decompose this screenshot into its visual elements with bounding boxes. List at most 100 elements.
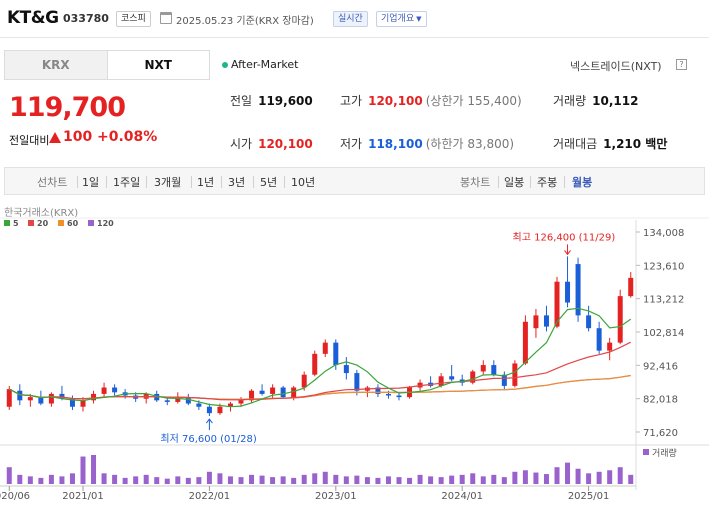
period-10y[interactable]: 10년 xyxy=(291,176,316,189)
legend-label: 120 xyxy=(97,219,114,228)
volume-bar xyxy=(17,474,23,484)
volume-bar xyxy=(480,476,486,484)
candle-body xyxy=(491,365,497,375)
candle-body xyxy=(206,406,212,414)
after-market-dot-icon xyxy=(222,62,228,68)
volume-bar xyxy=(112,474,118,484)
stock-name: KT&G xyxy=(7,8,59,28)
x-tick-label: 2020/06 xyxy=(0,491,30,502)
candle-body xyxy=(175,397,181,402)
nextrade-link[interactable]: 넥스트레이드(NXT) xyxy=(570,60,662,73)
volume-bar xyxy=(238,477,244,484)
company-info-dropdown[interactable]: 기업개요 ▼ xyxy=(376,11,427,27)
volume-bar xyxy=(291,477,297,484)
base-date: 2025.05.23 기준(KRX 장마감) xyxy=(176,16,314,27)
period-1d[interactable]: 1일 xyxy=(82,176,100,189)
candle-monthly[interactable]: 월봉 xyxy=(572,176,593,189)
period-1w[interactable]: 1주일 xyxy=(113,176,141,189)
y-tick-label: 102,814 xyxy=(643,328,684,339)
candle-body xyxy=(396,395,402,398)
after-market-label: After-Market xyxy=(231,58,299,71)
tab-krx[interactable]: KRX xyxy=(5,51,108,79)
candle-body xyxy=(185,397,191,404)
chevron-down-icon: ▼ xyxy=(416,15,422,23)
candle-body xyxy=(438,376,444,386)
up-triangle-icon xyxy=(49,132,61,143)
x-tick-label: 2024/01 xyxy=(441,491,483,502)
volume-legend-label: 거래량 xyxy=(652,447,677,459)
volume-bar xyxy=(438,477,444,484)
period-3m[interactable]: 3개월 xyxy=(154,176,182,189)
change-label: 전일대비 xyxy=(9,134,50,147)
candle-body xyxy=(354,373,360,391)
x-tick-label: 2023/01 xyxy=(315,491,357,502)
volume-value: 10,112 xyxy=(592,94,639,108)
candle-body xyxy=(343,365,349,374)
candle-daily[interactable]: 일봉 xyxy=(504,176,525,189)
candle-body xyxy=(596,328,602,351)
stock-chart[interactable]: 한국거래소(KRX) 5 20 60 120 134,008 123,610 113,212 1… xyxy=(0,200,709,532)
candle-body xyxy=(385,393,391,396)
legend-label: 20 xyxy=(37,219,49,228)
volume-bar xyxy=(133,476,139,484)
volume-bar xyxy=(301,474,307,484)
volume-bar xyxy=(312,473,318,484)
legend-swatch xyxy=(88,220,94,226)
line-chart-button[interactable]: 선차트 xyxy=(37,176,68,189)
volume-bar xyxy=(565,462,571,484)
volume-bar xyxy=(59,476,65,484)
candle-body xyxy=(238,400,244,404)
y-tick-label: 71,620 xyxy=(643,428,678,439)
up-arrow-icon xyxy=(206,418,213,424)
volume-bar xyxy=(586,473,592,484)
volume-bar xyxy=(533,472,539,484)
y-tick-label: 113,212 xyxy=(643,295,684,306)
period-5y[interactable]: 5년 xyxy=(260,176,278,189)
volume-bar xyxy=(206,471,212,484)
y-tick-label: 92,416 xyxy=(643,361,678,372)
volume-bar xyxy=(91,455,97,484)
candle-weekly[interactable]: 주봉 xyxy=(537,176,558,189)
high-label: 고가 xyxy=(340,94,363,108)
quote-volume: 거래량 10,112 xyxy=(553,92,638,109)
stock-code: 033780 xyxy=(63,12,109,25)
amount-label: 거래대금 xyxy=(553,137,598,151)
volume-bar xyxy=(217,473,223,484)
candle-body xyxy=(270,387,276,394)
volume-bar xyxy=(343,476,349,484)
volume-bar xyxy=(164,478,170,484)
volume-bar xyxy=(143,474,149,484)
candle-body xyxy=(617,296,623,343)
prev-close-label: 전일 xyxy=(230,94,253,108)
candle-body xyxy=(164,400,170,402)
volume-bar xyxy=(396,477,402,484)
tab-nxt[interactable]: NXT xyxy=(107,51,209,79)
volume-bar xyxy=(512,471,518,484)
volume-bar xyxy=(259,475,265,484)
volume-bar xyxy=(69,473,75,484)
candle-body xyxy=(48,393,54,404)
realtime-button[interactable]: 실시간 xyxy=(333,11,368,27)
period-3y[interactable]: 3년 xyxy=(228,176,246,189)
volume-bar xyxy=(543,474,549,484)
divider xyxy=(221,176,222,188)
candle-body xyxy=(301,374,307,388)
help-icon[interactable]: ? xyxy=(676,59,687,70)
candle-body xyxy=(17,390,23,401)
volume-bar xyxy=(175,476,181,484)
candle-body xyxy=(607,342,613,351)
volume-bar xyxy=(628,474,634,484)
period-1y[interactable]: 1년 xyxy=(197,176,215,189)
volume-bar xyxy=(280,476,286,484)
candle-body xyxy=(101,387,107,394)
candle-body xyxy=(512,363,518,386)
candle-body xyxy=(375,387,381,394)
candle-body xyxy=(586,315,592,329)
change-rate: +0.08% xyxy=(97,129,158,145)
volume-bar xyxy=(227,476,233,484)
candle-chart-button[interactable]: 봉차트 xyxy=(460,176,491,189)
y-tick-label: 123,610 xyxy=(643,261,684,272)
divider xyxy=(564,176,565,188)
prev-close-value: 119,600 xyxy=(258,94,313,108)
volume-bar xyxy=(196,477,202,484)
